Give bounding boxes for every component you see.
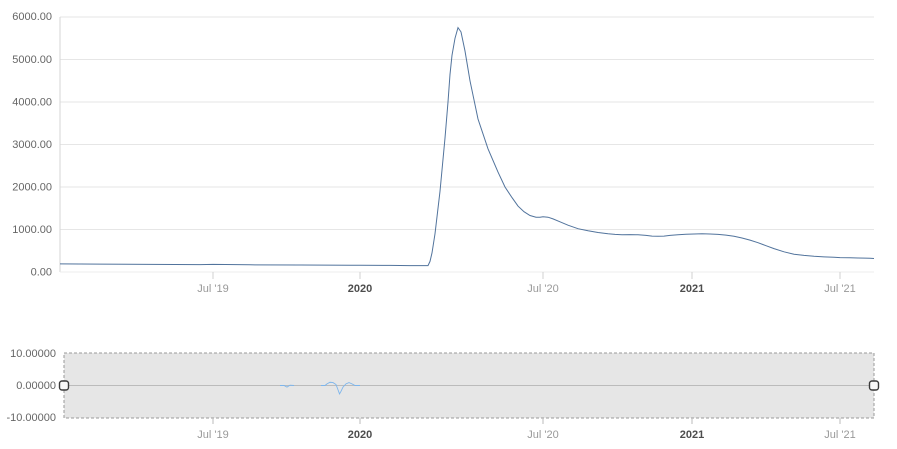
svg-text:4000.00: 4000.00 <box>12 97 52 109</box>
svg-text:0.00: 0.00 <box>31 267 52 279</box>
svg-text:Jul '19: Jul '19 <box>197 283 228 295</box>
svg-text:2021: 2021 <box>680 283 704 295</box>
svg-text:3000.00: 3000.00 <box>12 139 52 151</box>
svg-text:2000.00: 2000.00 <box>12 182 52 194</box>
svg-text:6000.00: 6000.00 <box>12 11 52 23</box>
svg-text:2020: 2020 <box>348 429 372 441</box>
svg-text:0.00000: 0.00000 <box>16 380 56 392</box>
svg-text:-10.00000: -10.00000 <box>6 412 56 424</box>
svg-text:5000.00: 5000.00 <box>12 54 52 66</box>
svg-text:Jul '21: Jul '21 <box>824 429 855 441</box>
svg-text:Jul '19: Jul '19 <box>197 429 228 441</box>
svg-text:Jul '21: Jul '21 <box>824 283 855 295</box>
svg-text:2021: 2021 <box>680 429 704 441</box>
svg-text:2020: 2020 <box>348 283 372 295</box>
svg-text:1000.00: 1000.00 <box>12 224 52 236</box>
svg-text:10.00000: 10.00000 <box>10 348 56 360</box>
svg-text:Jul '20: Jul '20 <box>527 429 558 441</box>
svg-text:Jul '20: Jul '20 <box>527 283 558 295</box>
